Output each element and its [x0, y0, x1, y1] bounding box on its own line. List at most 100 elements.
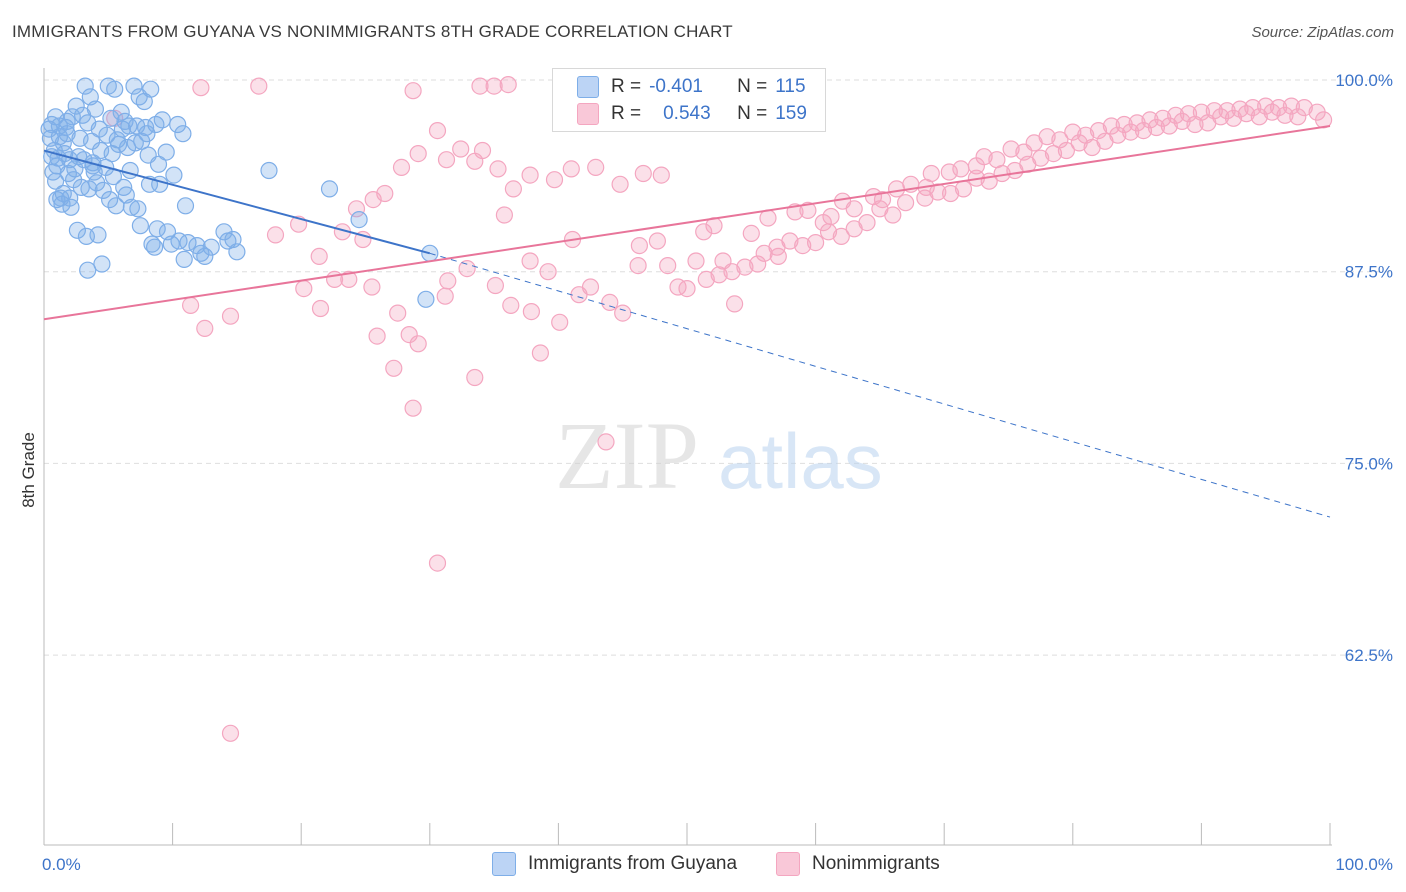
point-nonimmigrant: [697, 270, 715, 288]
point-nonimmigrant: [436, 287, 454, 305]
point-nonimmigrant: [389, 304, 407, 322]
point-nonimmigrant: [1083, 138, 1101, 157]
point-nonimmigrant: [759, 209, 777, 227]
point-nonimmigrant: [687, 252, 705, 270]
point-nonimmigrant: [311, 299, 330, 318]
point-guyana: [100, 191, 119, 209]
point-nonimmigrant: [952, 160, 970, 178]
legend-swatch-guyana: [577, 76, 599, 98]
point-nonimmigrant: [340, 270, 358, 288]
watermark-atlas: atlas: [718, 417, 883, 505]
legend-r-value: 0.543: [663, 103, 711, 124]
legend-row-nonimmigrants: R = 0.543 N = 159: [577, 102, 807, 126]
point-nonimmigrant: [409, 145, 427, 163]
point-guyana: [108, 131, 126, 149]
point-guyana: [48, 191, 66, 209]
point-nonimmigrant: [310, 247, 328, 265]
point-nonimmigrant: [471, 77, 489, 95]
point-nonimmigrant: [736, 258, 754, 276]
point-guyana: [46, 108, 65, 126]
point-nonimmigrant: [364, 191, 382, 209]
point-guyana: [93, 255, 111, 273]
point-nonimmigrant: [221, 724, 240, 742]
point-guyana: [68, 221, 87, 239]
point-nonimmigrant: [601, 293, 619, 311]
source-label: Source: ZipAtlas.com: [1251, 24, 1394, 41]
point-nonimmigrant: [629, 257, 647, 275]
point-nonimmigrant: [250, 77, 268, 95]
point-guyana: [175, 250, 193, 268]
point-nonimmigrant: [354, 230, 372, 249]
point-nonimmigrant: [1070, 134, 1088, 152]
point-nonimmigrant: [597, 433, 615, 451]
point-nonimmigrant: [521, 252, 539, 270]
point-nonimmigrant: [742, 224, 760, 242]
point-nonimmigrant: [551, 313, 569, 331]
point-nonimmigrant: [652, 166, 670, 184]
watermark: ZIP atlas: [555, 402, 883, 509]
y-tick-label: 100.0%: [1335, 71, 1393, 90]
legend-swatch-nonimmigrants: [577, 103, 599, 125]
legend-label-guyana: Immigrants from Guyana: [528, 853, 738, 874]
point-nonimmigrant: [922, 164, 940, 183]
legend: R = -0.401 N = 115 R = 0.543 N = 159: [552, 68, 826, 132]
point-nonimmigrant: [1044, 145, 1063, 163]
point-guyana: [102, 109, 120, 127]
chart-title: IMMIGRANTS FROM GUYANA VS NONIMMIGRANTS …: [12, 22, 733, 41]
point-nonimmigrant: [437, 151, 456, 169]
point-guyana: [129, 200, 147, 218]
point-nonimmigrant: [1057, 141, 1076, 160]
point-guyana: [44, 163, 62, 181]
point-guyana: [98, 126, 116, 144]
point-guyana: [61, 189, 79, 207]
point-nonimmigrant: [1173, 112, 1191, 131]
gridlines: [44, 79, 1394, 656]
point-nonimmigrant: [611, 175, 629, 193]
point-guyana: [169, 115, 187, 134]
point-guyana: [125, 77, 143, 95]
point-nonimmigrant: [710, 266, 728, 284]
point-nonimmigrant: [521, 166, 539, 184]
point-nonimmigrant: [1167, 106, 1185, 124]
point-guyana: [94, 181, 112, 199]
point-nonimmigrant: [295, 280, 313, 298]
point-guyana: [417, 290, 435, 308]
point-nonimmigrant: [1263, 103, 1281, 121]
point-nonimmigrant: [871, 200, 889, 218]
point-nonimmigrant: [1051, 131, 1069, 149]
point-nonimmigrant: [192, 79, 210, 97]
point-nonimmigrant: [832, 227, 850, 245]
point-nonimmigrant: [1038, 128, 1056, 146]
legend-n-value: 115: [775, 76, 806, 97]
point-guyana: [176, 197, 195, 215]
point-guyana: [143, 235, 161, 253]
point-guyana: [137, 118, 155, 137]
point-nonimmigrant: [1295, 98, 1313, 117]
point-guyana: [350, 211, 368, 229]
point-nonimmigrant: [495, 206, 513, 224]
point-nonimmigrant: [1134, 122, 1153, 140]
point-nonimmigrant: [486, 276, 504, 295]
series-nonimmigrants: [106, 75, 1333, 742]
point-nonimmigrant: [1160, 117, 1178, 135]
point-guyana: [146, 238, 164, 256]
point-nonimmigrant: [1147, 118, 1166, 137]
point-nonimmigrant: [428, 122, 447, 140]
x-tick-label: 100.0%: [1335, 855, 1393, 874]
point-nonimmigrant: [409, 335, 427, 353]
point-nonimmigrant: [845, 220, 863, 238]
point-nonimmigrant: [1064, 123, 1082, 141]
point-guyana: [151, 175, 169, 193]
point-guyana: [131, 217, 149, 235]
point-nonimmigrant: [404, 82, 422, 100]
point-guyana: [153, 111, 171, 129]
point-nonimmigrant: [182, 296, 200, 314]
point-nonimmigrant: [1250, 108, 1268, 126]
point-nonimmigrant: [385, 359, 403, 377]
point-guyana: [133, 132, 151, 150]
legend-n-label: N =: [737, 76, 768, 97]
point-guyana: [57, 118, 75, 137]
point-guyana: [148, 220, 166, 238]
point-nonimmigrant: [1102, 117, 1121, 135]
